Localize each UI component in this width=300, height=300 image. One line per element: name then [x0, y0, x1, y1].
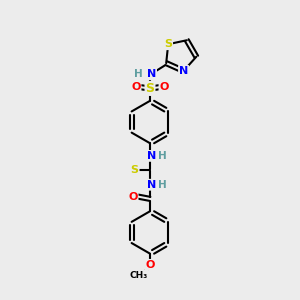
Text: H: H	[158, 151, 167, 161]
Text: H: H	[158, 180, 167, 190]
Text: N: N	[147, 180, 156, 190]
Text: O: O	[128, 191, 138, 202]
Text: N: N	[147, 69, 156, 79]
Text: N: N	[179, 66, 188, 76]
Text: H: H	[134, 69, 143, 79]
Text: O: O	[131, 82, 141, 92]
Text: O: O	[145, 260, 155, 270]
Text: O: O	[159, 82, 169, 92]
Text: S: S	[146, 82, 154, 95]
Text: S: S	[164, 39, 172, 49]
Text: N: N	[147, 151, 156, 161]
Text: S: S	[131, 165, 139, 175]
Text: CH₃: CH₃	[130, 271, 148, 280]
